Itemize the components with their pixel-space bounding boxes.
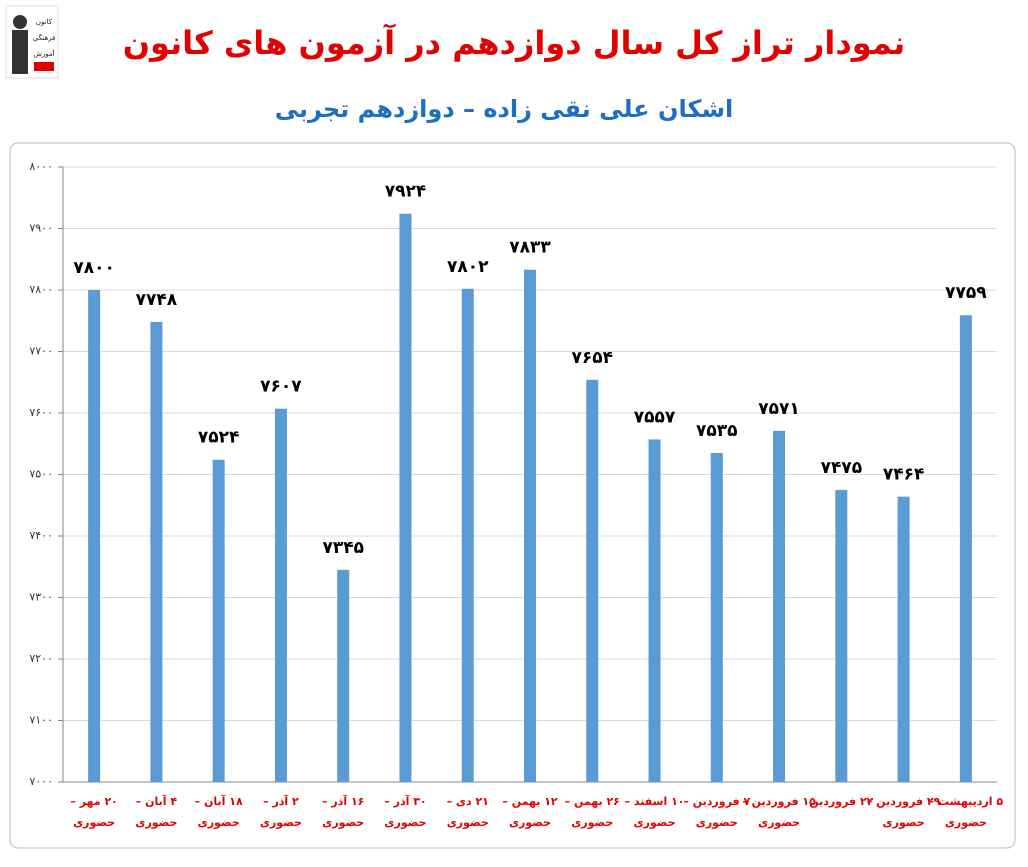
y-tick-label: ۸۰۰۰ <box>29 160 53 173</box>
data-label: ۷۵۵۷ <box>634 407 676 427</box>
x-tick-label: ۲۰ مهر – <box>70 795 118 808</box>
x-tick-label: ۳۰ آذر – <box>384 794 426 808</box>
y-tick-label: ۷۵۰۰ <box>29 468 53 481</box>
x-tick-label: ۲۲ فروردین <box>809 795 873 808</box>
x-tick-label: حضوری <box>758 816 800 829</box>
y-tick-label: ۷۷۰۰ <box>29 345 53 358</box>
bar <box>586 379 599 782</box>
bar <box>959 315 972 782</box>
bar <box>212 459 225 782</box>
chart-frame <box>9 142 1016 849</box>
y-tick-label: ۷۶۰۰ <box>29 406 53 419</box>
logo-text: فرهنگی <box>33 33 56 42</box>
data-label: ۷۷۴۸ <box>136 290 178 310</box>
x-tick-label: حضوری <box>883 816 925 829</box>
bar <box>461 288 474 782</box>
bar <box>274 408 287 782</box>
data-label: ۷۵۲۴ <box>198 428 240 448</box>
data-label: ۷۸۰۲ <box>447 257 489 277</box>
logo-figure <box>12 30 28 74</box>
bar <box>773 430 786 782</box>
data-label: ۷۶۵۴ <box>572 348 614 368</box>
logo-badge <box>34 62 54 71</box>
x-tick-label: حضوری <box>509 816 551 829</box>
x-tick-label: حضوری <box>384 816 426 829</box>
x-tick-label: ۲۱ دی – <box>447 795 489 808</box>
x-tick-label: حضوری <box>135 816 177 829</box>
y-tick-label: ۷۱۰۰ <box>29 714 53 727</box>
data-label: ۷۴۷۵ <box>821 458 863 478</box>
chart-title: نمودار تراز کل سال دوازدهم در آزمون های … <box>123 23 906 62</box>
data-label: ۷۳۴۵ <box>322 538 364 558</box>
logo-figure <box>13 15 27 29</box>
bar <box>150 321 163 782</box>
x-tick-label: حضوری <box>945 816 987 829</box>
x-tick-label: حضوری <box>260 816 302 829</box>
x-tick-label: ۷ فروردین – <box>683 795 750 808</box>
data-label: ۷۴۶۴ <box>883 465 925 485</box>
y-tick-label: ۷۸۰۰ <box>29 283 53 296</box>
data-label: ۷۹۲۴ <box>385 182 427 202</box>
logo-text: آموزش <box>33 49 55 58</box>
data-label: ۷۵۳۵ <box>696 421 738 441</box>
chart-subtitle: اشکان علی نقی زاده – دوازدهم تجربی <box>275 95 734 123</box>
data-label: ۷۷۵۹ <box>945 283 987 303</box>
x-tick-label: ۱۸ آبان – <box>195 794 243 808</box>
bar <box>337 569 350 782</box>
bar <box>399 213 412 783</box>
bar <box>835 489 848 782</box>
x-tick-label: ۲ آذر – <box>263 794 299 808</box>
x-tick-label: حضوری <box>447 816 489 829</box>
bar <box>897 496 910 782</box>
x-tick-label: ۱۶ آذر – <box>322 794 364 808</box>
data-label: ۷۸۰۰ <box>73 258 115 278</box>
x-tick-label: ۲۶ بهمن – <box>565 795 620 808</box>
bar <box>524 269 536 783</box>
y-tick-label: ۷۰۰۰ <box>29 775 53 788</box>
y-tick-label: ۷۳۰۰ <box>29 591 53 604</box>
y-tick-label: ۷۹۰۰ <box>29 222 53 235</box>
x-tick-label: حضوری <box>633 816 675 829</box>
x-tick-label: ۵ اردیبهشت – <box>929 795 1004 808</box>
x-tick-label: حضوری <box>198 816 240 829</box>
x-tick-label: ۴ آبان – <box>136 794 178 808</box>
bar <box>710 452 723 782</box>
logo-text: کانون <box>36 18 53 26</box>
x-tick-label: حضوری <box>571 816 613 829</box>
data-label: ۷۸۳۳ <box>509 238 551 258</box>
x-tick-label: ۲۹ فروردین – <box>867 795 941 808</box>
logo: کانون فرهنگی آموزش <box>5 5 59 79</box>
data-label: ۷۶۰۷ <box>260 377 302 397</box>
bar <box>648 439 661 782</box>
x-tick-label: ۱۲ بهمن – <box>502 795 558 808</box>
y-tick-label: ۷۲۰۰ <box>29 652 53 665</box>
y-tick-label: ۷۴۰۰ <box>29 529 53 542</box>
x-tick-label: حضوری <box>696 816 738 829</box>
bar <box>88 290 101 782</box>
data-label: ۷۵۷۱ <box>758 399 800 419</box>
x-tick-label: حضوری <box>322 816 364 829</box>
x-tick-label: ۱۰ اسفند – <box>625 795 685 808</box>
x-tick-label: حضوری <box>73 816 115 829</box>
x-tick-label: ۱۵ فروردین – <box>742 795 816 808</box>
